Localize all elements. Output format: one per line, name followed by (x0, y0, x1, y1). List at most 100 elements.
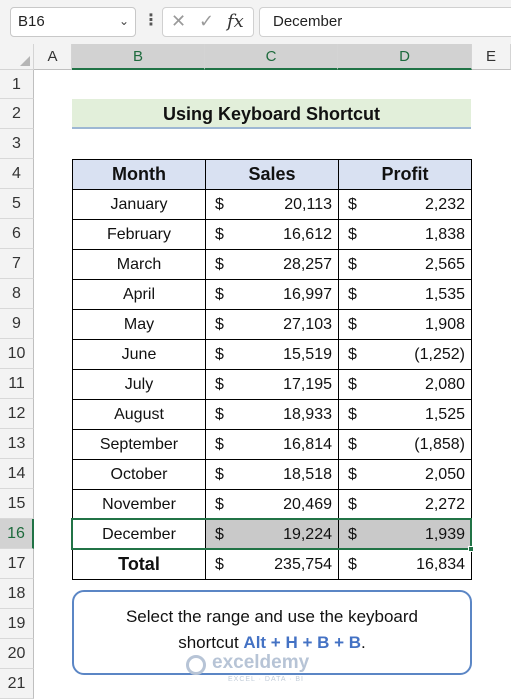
row-header-7[interactable]: 7 (0, 249, 34, 279)
select-all-corner[interactable] (0, 44, 34, 70)
keyboard-shortcut: Alt + H + B + B (243, 633, 362, 652)
month-cell[interactable]: February (72, 219, 206, 250)
profit-cell[interactable]: $ (1,252) (338, 339, 472, 370)
month-cell[interactable]: March (72, 249, 206, 280)
row-header-19[interactable]: 19 (0, 609, 34, 639)
table-row: October $18,518 $2,050 (72, 459, 472, 490)
sales-cell[interactable]: $27,103 (205, 309, 339, 340)
row-header-13[interactable]: 13 (0, 429, 34, 459)
currency-symbol: $ (215, 196, 224, 213)
header-profit[interactable]: Profit (338, 159, 472, 190)
total-label[interactable]: Total (72, 549, 206, 580)
watermark-logo-icon (186, 655, 206, 675)
month-cell[interactable]: August (72, 399, 206, 430)
row-header-14[interactable]: 14 (0, 459, 34, 489)
profit-cell[interactable]: $2,080 (338, 369, 472, 400)
column-header-e[interactable]: E (472, 44, 511, 70)
month-cell[interactable]: June (72, 339, 206, 370)
cancel-icon[interactable]: ✕ (171, 11, 187, 31)
sales-cell[interactable]: $18,518 (205, 459, 339, 490)
sales-cell[interactable]: $16,612 (205, 219, 339, 250)
profit-cell[interactable]: $1,535 (338, 279, 472, 310)
table-row: April $16,997 $1,535 (72, 279, 472, 310)
month-cell[interactable]: October (72, 459, 206, 490)
column-header-d[interactable]: D (338, 44, 472, 70)
chevron-down-icon[interactable]: ⌄ (118, 14, 129, 28)
currency-symbol: $ (215, 556, 224, 573)
table-row: March $28,257 $2,565 (72, 249, 472, 280)
sales-value: 20,113 (284, 196, 332, 213)
row-header-9[interactable]: 9 (0, 309, 34, 339)
row-header-12[interactable]: 12 (0, 399, 34, 429)
row-header-18[interactable]: 18 (0, 579, 34, 609)
profit-cell[interactable]: $ (1,858) (338, 429, 472, 460)
sales-cell[interactable]: $15,519 (205, 339, 339, 370)
row-header-17[interactable]: 17 (0, 549, 34, 579)
row-header-10[interactable]: 10 (0, 339, 34, 369)
header-month[interactable]: Month (72, 159, 206, 190)
sales-cell[interactable]: $16,814 (205, 429, 339, 460)
sales-value: 18,933 (283, 406, 332, 423)
month-cell-active[interactable]: December (72, 519, 206, 550)
sheet-title[interactable]: Using Keyboard Shortcut (72, 99, 471, 129)
month-cell[interactable]: July (72, 369, 206, 400)
sales-value: 27,103 (283, 316, 332, 333)
sales-cell[interactable]: $16,997 (205, 279, 339, 310)
currency-symbol: $ (215, 256, 224, 273)
currency-symbol: $ (215, 436, 224, 453)
check-icon[interactable]: ✓ (199, 11, 215, 31)
total-sales-cell[interactable]: $235,754 (205, 549, 339, 580)
total-profit-value: 16,834 (416, 556, 465, 573)
row-header-1[interactable]: 1 (0, 70, 34, 99)
row-header-2[interactable]: 2 (0, 99, 34, 129)
sales-value: 15,519 (283, 346, 332, 363)
profit-cell[interactable]: $2,050 (338, 459, 472, 490)
month-cell[interactable]: May (72, 309, 206, 340)
row-header-15[interactable]: 15 (0, 489, 34, 519)
formula-input[interactable]: December (259, 7, 511, 37)
row-header-4[interactable]: 4 (0, 159, 34, 189)
function-icon[interactable]: fx (227, 11, 244, 32)
more-vertical-icon[interactable]: ⋮ (143, 12, 159, 29)
total-profit-cell[interactable]: $16,834 (338, 549, 472, 580)
column-header-c[interactable]: C (205, 44, 338, 70)
month-cell[interactable]: November (72, 489, 206, 520)
profit-cell[interactable]: $1,939 (338, 519, 472, 550)
name-box[interactable]: B16 ⌄ (10, 7, 136, 37)
row-header-3[interactable]: 3 (0, 129, 34, 159)
sales-cell[interactable]: $28,257 (205, 249, 339, 280)
note-prefix: shortcut (178, 633, 244, 652)
column-header-a[interactable]: A (34, 44, 72, 70)
row-header-6[interactable]: 6 (0, 219, 34, 249)
profit-cell[interactable]: $2,272 (338, 489, 472, 520)
table-header-row: Month Sales Profit (72, 159, 472, 190)
profit-value: 2,232 (424, 196, 465, 213)
profit-value: 2,565 (424, 256, 465, 273)
column-header-b[interactable]: B (72, 44, 205, 70)
currency-symbol: $ (348, 256, 357, 273)
row-header-16[interactable]: 16 (0, 519, 34, 549)
profit-cell[interactable]: $1,838 (338, 219, 472, 250)
profit-cell[interactable]: $2,565 (338, 249, 472, 280)
month-cell[interactable]: September (72, 429, 206, 460)
row-header-8[interactable]: 8 (0, 279, 34, 309)
sales-cell[interactable]: $19,224 (205, 519, 339, 550)
sales-cell[interactable]: $17,195 (205, 369, 339, 400)
profit-cell[interactable]: $2,232 (338, 189, 472, 220)
fill-handle[interactable] (468, 546, 474, 552)
sales-cell[interactable]: $18,933 (205, 399, 339, 430)
sales-cell[interactable]: $20,113 (205, 189, 339, 220)
row-header-11[interactable]: 11 (0, 369, 34, 399)
currency-symbol: $ (348, 346, 357, 363)
row-header-21[interactable]: 21 (0, 669, 34, 699)
header-sales[interactable]: Sales (205, 159, 339, 190)
month-cell[interactable]: April (72, 279, 206, 310)
formula-value: December (273, 13, 343, 30)
row-header-5[interactable]: 5 (0, 189, 34, 219)
formula-bar-area: B16 ⌄ ⋮ ✕ ✓ fx December (0, 0, 511, 44)
profit-cell[interactable]: $1,908 (338, 309, 472, 340)
profit-cell[interactable]: $1,525 (338, 399, 472, 430)
row-header-20[interactable]: 20 (0, 639, 34, 669)
month-cell[interactable]: January (72, 189, 206, 220)
sales-cell[interactable]: $20,469 (205, 489, 339, 520)
